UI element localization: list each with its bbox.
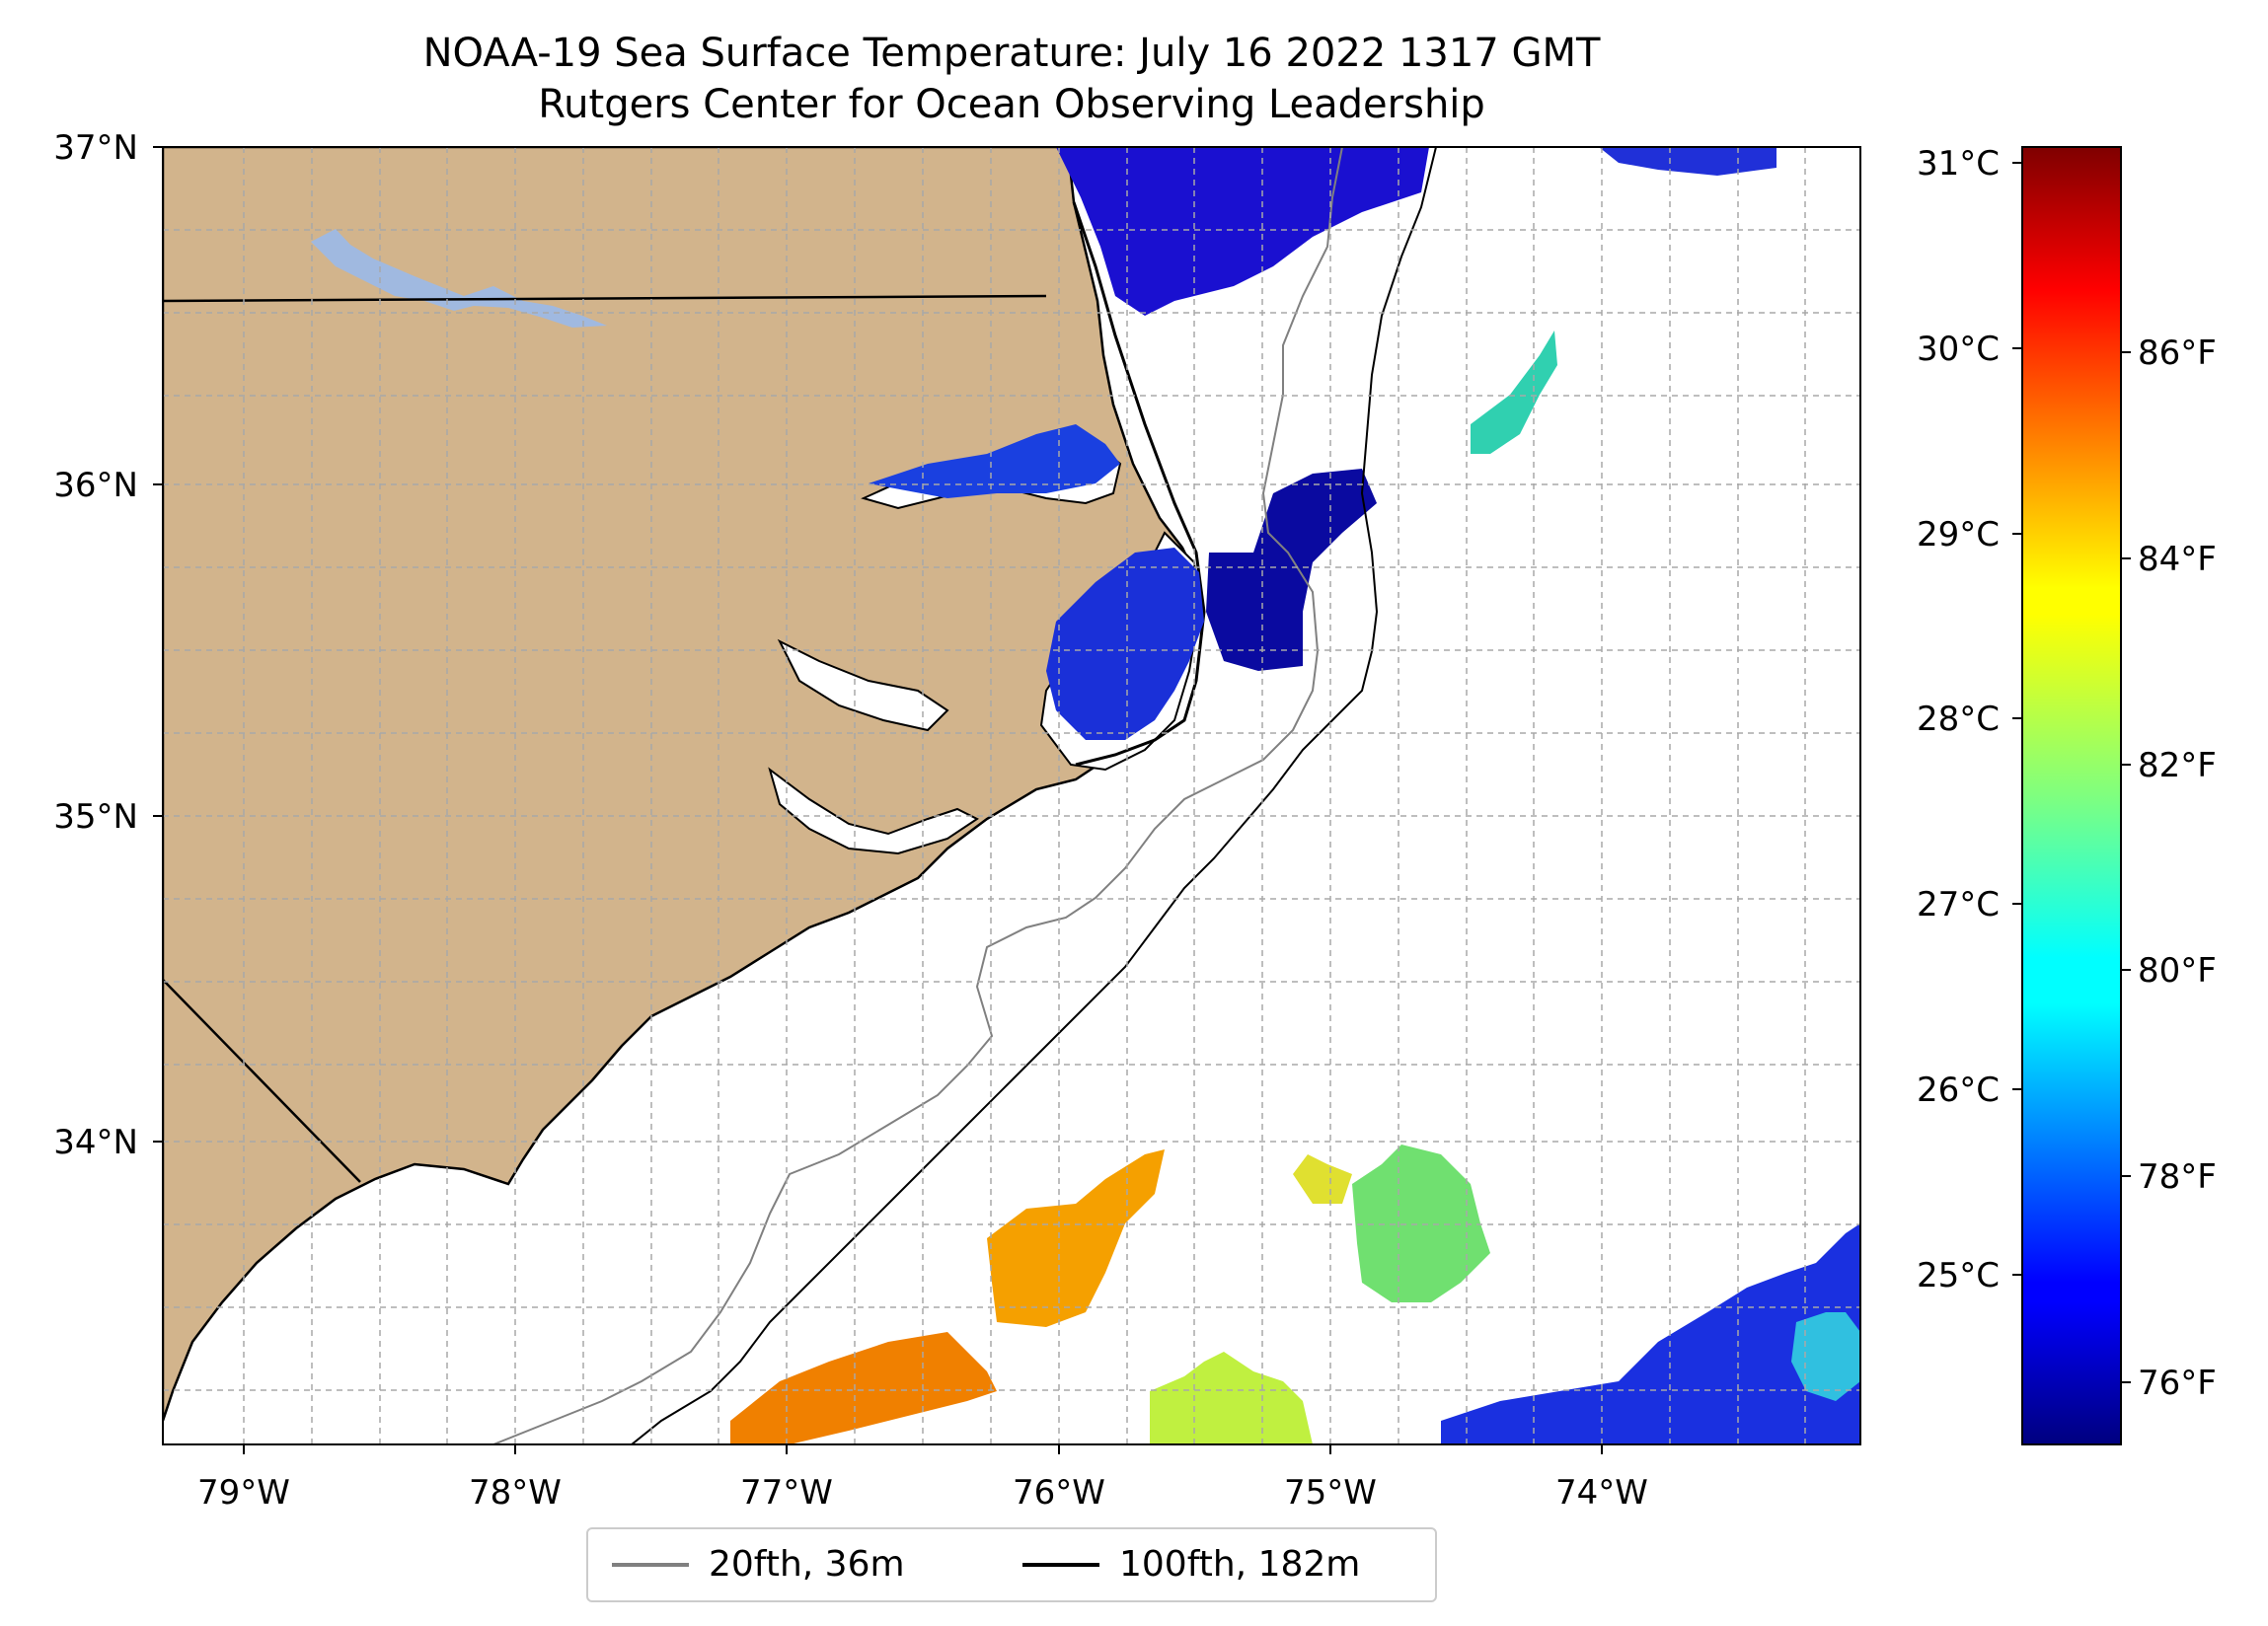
celsius-tick-label: 28°C	[1917, 700, 2000, 739]
pamlico-river	[777, 638, 949, 732]
map-area[interactable]	[163, 147, 1860, 1444]
sst-patch-northeast	[1599, 147, 1777, 176]
neuse-river	[768, 767, 979, 855]
state-border-nc-sc	[163, 979, 361, 1183]
sst-patch-green	[1352, 1145, 1490, 1302]
legend-item-20fth: 20fth, 36m	[612, 1545, 905, 1585]
fahrenheit-tick-label: 76°F	[2138, 1364, 2217, 1403]
celsius-tick-label: 31°C	[1917, 144, 2000, 184]
x-tick-label: 76°W	[1013, 1473, 1105, 1513]
sst-patch-pamlico	[1046, 548, 1204, 740]
sst-patch-cyan-east	[1471, 331, 1557, 454]
x-tick-label: 78°W	[469, 1473, 562, 1513]
y-tick-label: 34°N	[53, 1123, 138, 1162]
celsius-tick-label: 29°C	[1917, 515, 2000, 554]
fahrenheit-tick-label: 78°F	[2138, 1157, 2217, 1197]
fahrenheit-tick-label: 86°F	[2138, 333, 2217, 373]
legend-label: 20fth, 36m	[709, 1544, 905, 1585]
sst-patch-cyan-southeast	[1791, 1312, 1860, 1401]
map-gridlines	[163, 147, 1860, 1444]
legend-line-black	[1022, 1563, 1099, 1567]
fahrenheit-tick-label: 80°F	[2138, 951, 2217, 991]
x-tick-label: 75°W	[1284, 1473, 1377, 1513]
colorbar	[2021, 146, 2122, 1445]
isobath-20fth	[492, 147, 1343, 1444]
isobath-100fth	[631, 147, 1437, 1444]
y-tick-label: 37°N	[53, 128, 138, 168]
map-subtitle: Rutgers Center for Ocean Observing Leade…	[538, 82, 1485, 127]
fahrenheit-tick-label: 82°F	[2138, 746, 2217, 785]
fahrenheit-tick-label: 84°F	[2138, 540, 2217, 579]
sst-patch-yellow	[1293, 1154, 1352, 1204]
y-tick-label: 35°N	[53, 797, 138, 837]
state-border-va-nc	[163, 294, 1047, 303]
isobath-legend: 20fth, 36m 100fth, 182m	[586, 1527, 1437, 1602]
x-tick-label: 74°W	[1555, 1473, 1648, 1513]
x-tick-label: 79°W	[197, 1473, 290, 1513]
fahrenheit-labels: 86°F 84°F 82°F 80°F 78°F 76°F	[2138, 333, 2217, 1403]
map-frame	[162, 146, 1861, 1445]
colorbar-ticks	[2012, 162, 2131, 1383]
sst-patch-north	[1056, 147, 1429, 316]
kerr-lake	[311, 229, 607, 328]
sst-patch-blue-southeast	[1441, 1223, 1860, 1444]
x-axis-labels: 79°W 78°W 77°W 76°W 75°W 74°W	[197, 1473, 1648, 1513]
map-title: NOAA-19 Sea Surface Temperature: July 16…	[422, 31, 1601, 76]
celsius-tick-label: 26°C	[1917, 1071, 2000, 1110]
sst-patch-sound	[869, 424, 1120, 498]
axis-ticks	[153, 146, 1603, 1454]
legend-line-gray	[612, 1563, 689, 1567]
celsius-tick-label: 27°C	[1917, 885, 2000, 924]
celsius-labels: 31°C 30°C 29°C 28°C 27°C 26°C 25°C	[1917, 144, 2000, 1295]
celsius-tick-label: 30°C	[1917, 330, 2000, 369]
legend-label: 100fth, 182m	[1119, 1544, 1361, 1585]
y-axis-labels: 37°N 36°N 35°N 34°N	[53, 128, 138, 1162]
legend-item-100fth: 100fth, 182m	[1022, 1545, 1360, 1585]
celsius-tick-label: 25°C	[1917, 1256, 2000, 1295]
sst-patch-orange	[987, 1149, 1165, 1327]
sst-patch-yellowgreen	[1150, 1352, 1313, 1444]
x-tick-label: 77°W	[740, 1473, 833, 1513]
sst-patch-orange-south	[730, 1332, 997, 1444]
sst-patch-hatteras	[1206, 469, 1377, 671]
y-tick-label: 36°N	[53, 466, 138, 505]
